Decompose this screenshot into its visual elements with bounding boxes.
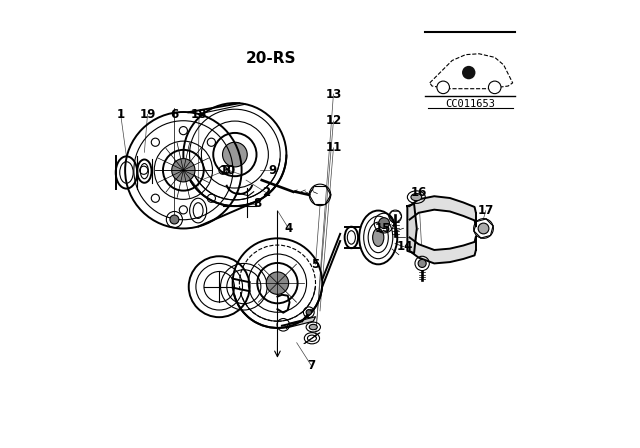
Text: 10: 10 (220, 164, 236, 177)
Text: 6: 6 (170, 108, 179, 121)
Circle shape (266, 272, 289, 294)
Circle shape (488, 81, 501, 94)
Circle shape (306, 310, 312, 315)
Polygon shape (410, 237, 476, 263)
Text: 17: 17 (477, 204, 494, 217)
Circle shape (478, 223, 489, 234)
Text: 4: 4 (285, 222, 292, 235)
Text: 2: 2 (262, 186, 270, 199)
Circle shape (223, 142, 247, 167)
Circle shape (418, 259, 426, 267)
Ellipse shape (372, 228, 384, 246)
Text: 9: 9 (269, 164, 277, 177)
Text: 19: 19 (140, 108, 156, 121)
Text: 8: 8 (253, 197, 261, 211)
Polygon shape (410, 196, 476, 226)
Ellipse shape (309, 324, 317, 330)
Text: 1: 1 (116, 108, 125, 121)
Text: 20-RS: 20-RS (246, 51, 296, 66)
Polygon shape (287, 317, 316, 328)
Text: 3: 3 (222, 164, 230, 177)
Circle shape (170, 215, 179, 224)
Circle shape (379, 218, 389, 228)
Text: 5: 5 (312, 258, 319, 271)
Ellipse shape (411, 194, 422, 201)
Circle shape (462, 66, 476, 79)
Text: CC011653: CC011653 (445, 99, 495, 109)
Polygon shape (407, 204, 417, 253)
Text: 16: 16 (410, 186, 427, 199)
Text: 14: 14 (397, 240, 413, 253)
Text: 7: 7 (307, 358, 315, 372)
Text: 11: 11 (325, 141, 342, 155)
Text: 12: 12 (325, 114, 342, 128)
Text: 15: 15 (374, 222, 391, 235)
Circle shape (437, 81, 449, 94)
Text: 13: 13 (325, 87, 342, 101)
Text: 18: 18 (191, 108, 207, 121)
Circle shape (172, 159, 195, 182)
